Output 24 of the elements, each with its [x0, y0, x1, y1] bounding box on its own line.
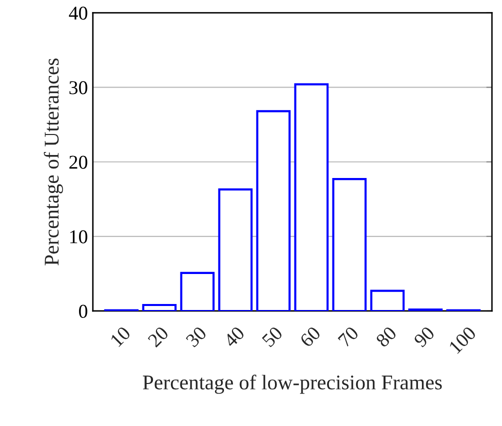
y-axis-title: Percentage of Utterances: [44, 58, 64, 266]
y-tick-label: 20: [69, 156, 88, 169]
bar: [142, 304, 177, 311]
bar: [294, 83, 329, 311]
x-tick-label: 30: [185, 326, 208, 348]
x-tick-label: 40: [222, 326, 246, 348]
y-tick-label: 40: [68, 6, 88, 20]
bar: [218, 188, 253, 311]
x-tick-label: 100: [448, 326, 477, 354]
x-tick-label: 10: [110, 326, 132, 348]
x-tick-label: 80: [375, 326, 398, 348]
x-tick-label: 20: [147, 326, 170, 348]
bar: [180, 272, 215, 311]
x-tick-label: 70: [338, 326, 360, 348]
y-tick-label: 10: [70, 230, 88, 244]
x-tick-label: 90: [413, 326, 436, 348]
bar: [332, 178, 367, 311]
x-axis-title: Percentage of low-precision Frames: [142, 374, 442, 394]
x-tick-label: 60: [299, 326, 322, 348]
y-tick-label: 0: [79, 304, 88, 318]
x-tick-label: 50: [262, 326, 284, 348]
bar: [256, 110, 291, 311]
bar: [370, 290, 405, 311]
y-tick-label: 30: [69, 81, 88, 94]
